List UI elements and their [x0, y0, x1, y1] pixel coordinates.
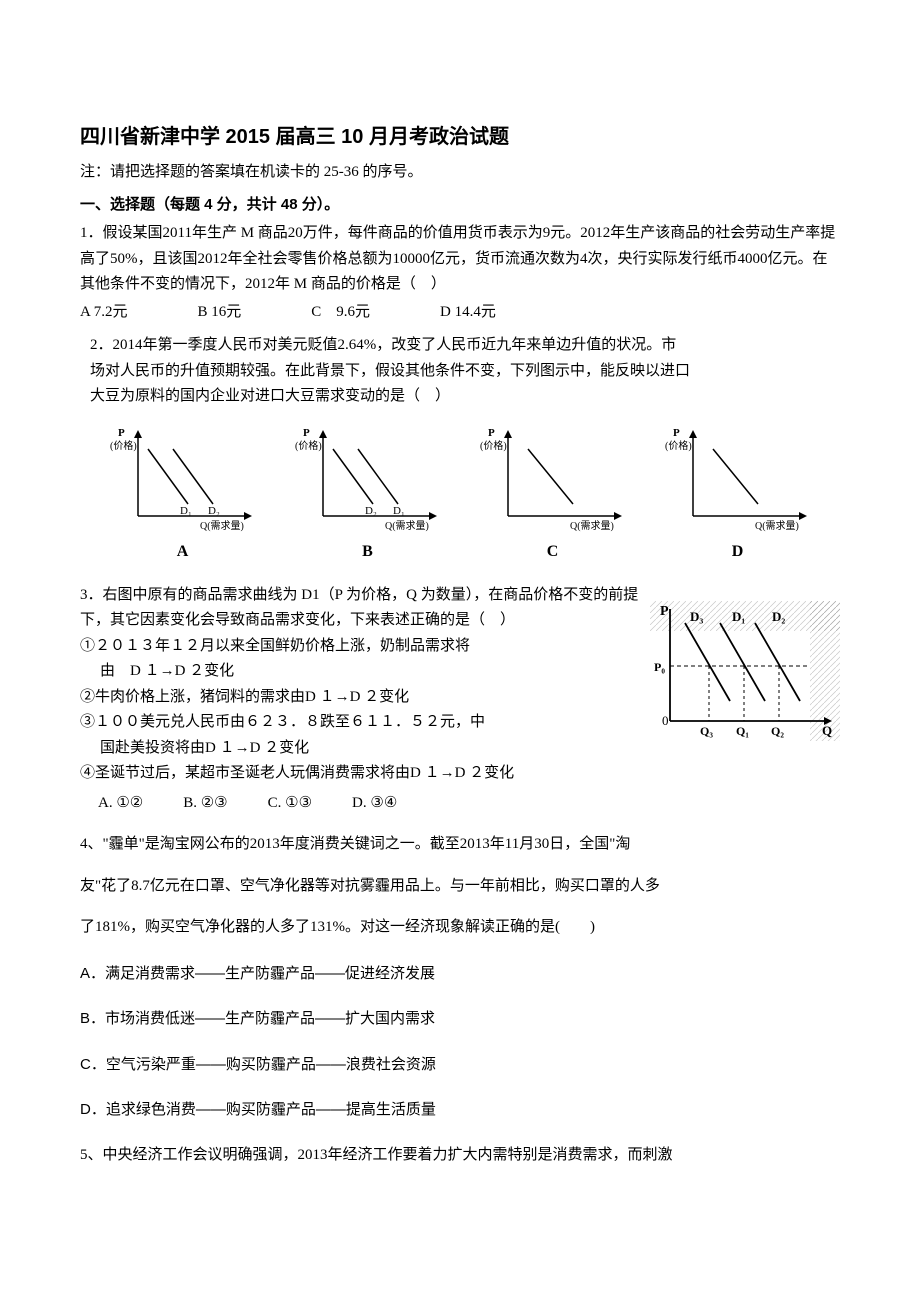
q4-l2: 友"花了8.7亿元在口罩、空气净化器等对抗雾霾用品上。与一年前相比，购买口罩的人…	[80, 874, 840, 900]
svg-text:D₁: D₁	[732, 609, 745, 624]
q3-choice-b: B. ②③	[183, 791, 227, 817]
exam-title: 四川省新津中学 2015 届高三 10 月月考政治试题	[80, 120, 840, 154]
q2-line3: 大豆为原料的国内企业对进口大豆需求变动的是（ ）	[90, 384, 840, 410]
svg-text:Q₁: Q₁	[736, 724, 749, 738]
q3-choice-c: C. ①③	[268, 791, 312, 817]
svg-text:P: P	[488, 427, 495, 439]
q2-chart-a: P (价格) D₁ D₂ Q(需求量) A	[108, 424, 258, 565]
question-3: P Q 0 P₀ D₃ D₁ D₂ Q₃ Q₁ Q₂ 3．右图中原有的商品需求曲…	[80, 583, 840, 817]
svg-text:D₂: D₂	[772, 609, 785, 624]
question-1-choices: A 7.2元 B 16元 C 9.6元 D 14.4元	[80, 300, 840, 326]
q2-chart-b: P (价格) D₂ D₁ Q(需求量) B	[293, 424, 443, 565]
svg-text:Q(需求量): Q(需求量)	[570, 520, 614, 532]
question-1: 1．假设某国2011年生产 M 商品20万件，每件商品的价值用货币表示为9元。2…	[80, 221, 840, 325]
q3-opt3b: 国赴美投资将由D １→D ２变化	[80, 736, 640, 762]
q1-choice-c: C 9.6元	[311, 300, 370, 326]
svg-text:P: P	[660, 604, 669, 619]
svg-text:Q(需求量): Q(需求量)	[755, 520, 799, 532]
svg-text:P: P	[673, 427, 680, 439]
svg-text:(价格): (价格)	[110, 439, 137, 452]
svg-text:Q₃: Q₃	[700, 724, 713, 738]
q3-choice-d: D. ③④	[352, 791, 397, 817]
question-1-text: 1．假设某国2011年生产 M 商品20万件，每件商品的价值用货币表示为9元。2…	[80, 221, 840, 298]
svg-text:Q: Q	[822, 723, 832, 738]
q2-chart-c: P (价格) Q(需求量) C	[478, 424, 628, 565]
svg-text:(价格): (价格)	[295, 439, 322, 452]
q2-line2: 场对人民币的升值预期较强。在此背景下，假设其他条件不变，下列图示中，能反映以进口	[90, 359, 840, 385]
svg-text:D₁: D₁	[180, 505, 192, 517]
q2-chart-b-label: B	[293, 538, 443, 565]
svg-text:Q₂: Q₂	[771, 724, 784, 738]
svg-text:(价格): (价格)	[480, 439, 507, 452]
q2-charts-row: P (价格) D₁ D₂ Q(需求量) A P (价格) D₂ D₁ Q(需求	[80, 424, 840, 565]
q2-line1: 2．2014年第一季度人民币对美元贬值2.64%，改变了人民币近九年来单边升值的…	[90, 333, 840, 359]
svg-text:D₂: D₂	[208, 505, 220, 517]
q3-choices: A. ①② B. ②③ C. ①③ D. ③④	[98, 791, 840, 817]
q2-chart-a-label: A	[108, 538, 258, 565]
q3-graph: P Q 0 P₀ D₃ D₁ D₂ Q₃ Q₁ Q₂	[650, 601, 840, 751]
q2-chart-d-label: D	[663, 538, 813, 565]
q1-choice-d: D 14.4元	[440, 300, 496, 326]
q4-choice-c: C．空气污染严重——购买防霾产品——浪费社会资源	[80, 1052, 840, 1078]
q3-opt4: ④圣诞节过后，某超市圣诞老人玩偶消费需求将由D １→D ２变化	[80, 761, 840, 787]
q4-choice-d: D．追求绿色消费——购买防霾产品——提高生活质量	[80, 1097, 840, 1123]
svg-text:D₂: D₂	[365, 505, 377, 517]
q4-l3: 了181%，购买空气净化器的人多了131%。对这一经济现象解读正确的是( )	[80, 915, 840, 941]
section-1-header: 一、选择题（每题 4 分，共计 48 分）。	[80, 192, 840, 218]
svg-text:(价格): (价格)	[665, 439, 692, 452]
q4-l1: 4、"霾单"是淘宝网公布的2013年度消费关键词之一。截至2013年11月30日…	[80, 832, 840, 858]
svg-text:0: 0	[662, 713, 669, 728]
svg-text:D₃: D₃	[690, 609, 703, 624]
question-2: 2．2014年第一季度人民币对美元贬值2.64%，改变了人民币近九年来单边升值的…	[80, 333, 840, 410]
q1-choice-a: A 7.2元	[80, 300, 128, 326]
svg-text:Q(需求量): Q(需求量)	[200, 520, 244, 532]
q3-opt2: ②牛肉价格上涨，猪饲料的需求由D １→D ２变化	[80, 685, 640, 711]
q4-choice-b: B．市场消费低迷——生产防霾产品——扩大国内需求	[80, 1006, 840, 1032]
question-4: 4、"霾单"是淘宝网公布的2013年度消费关键词之一。截至2013年11月30日…	[80, 832, 840, 1123]
q4-choice-a: A．满足消费需求——生产防霾产品——促进经济发展	[80, 961, 840, 987]
q3-choice-a: A. ①②	[98, 791, 143, 817]
q3-head: 3．右图中原有的商品需求曲线为 D1（P 为价格，Q 为数量），在商品价格不变的…	[80, 587, 638, 629]
svg-text:P: P	[118, 427, 125, 439]
q2-chart-d: P (价格) Q(需求量) D	[663, 424, 813, 565]
q1-choice-b: B 16元	[198, 300, 242, 326]
svg-text:D₁: D₁	[393, 505, 405, 517]
svg-text:Q(需求量): Q(需求量)	[385, 520, 429, 532]
question-5: 5、中央经济工作会议明确强调，2013年经济工作要着力扩大内需特别是消费需求，而…	[80, 1143, 840, 1169]
q5-l1: 5、中央经济工作会议明确强调，2013年经济工作要着力扩大内需特别是消费需求，而…	[80, 1143, 840, 1169]
svg-text:P: P	[303, 427, 310, 439]
q3-opt1a: ①２０１３年１２月以来全国鲜奶价格上涨，奶制品需求将	[80, 634, 640, 660]
answer-sheet-note: 注：请把选择题的答案填在机读卡的 25-36 的序号。	[80, 160, 840, 186]
svg-text:P₀: P₀	[654, 660, 665, 674]
q3-opt1b: 由 D １→D ２变化	[80, 659, 640, 685]
q2-chart-c-label: C	[478, 538, 628, 565]
q3-opt3a: ③１００美元兑人民币由６２３．８跌至６１１．５２元，中	[80, 710, 640, 736]
